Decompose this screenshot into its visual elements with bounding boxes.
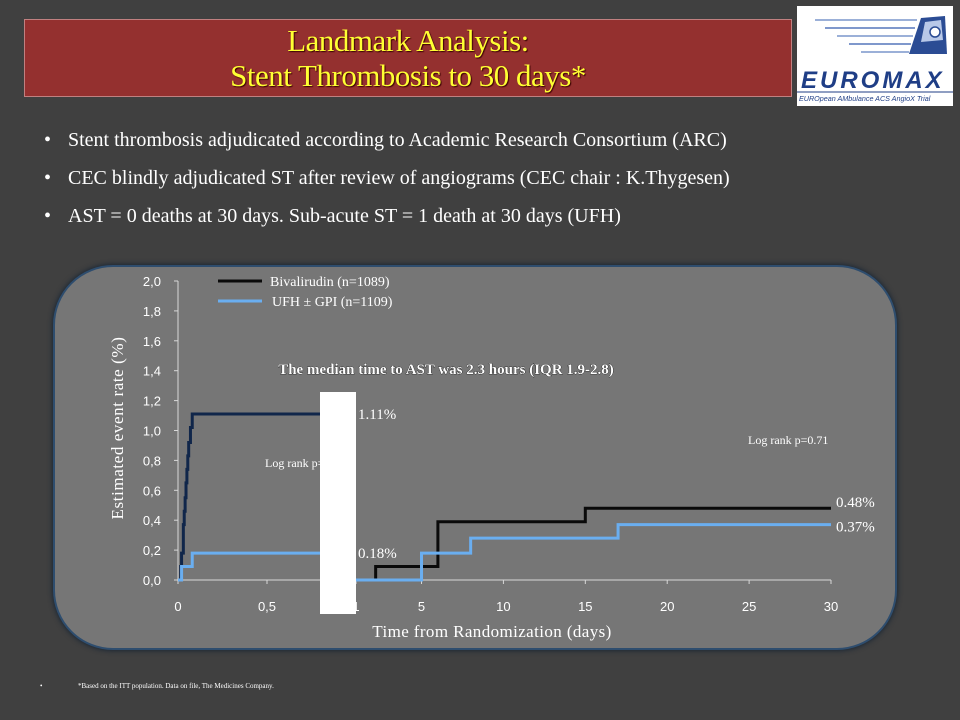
x-tick-labels: 00,5151015202530 [174, 599, 838, 614]
x-axis-label: Time from Randomization (days) [372, 622, 611, 641]
footnote: • *Based on the ITT population. Data on f… [40, 682, 274, 690]
x-tick-label: 15 [578, 599, 592, 614]
series-landmark-label: 0.18% [358, 546, 397, 562]
series-line-early [178, 551, 356, 582]
ambulance-streaks-icon [815, 19, 917, 53]
slide-title-line2: Stent Thrombosis to 30 days* [230, 58, 586, 93]
series-lines [178, 412, 831, 582]
y-tick-label: 0,0 [143, 573, 161, 588]
legend-label-ufh: UFH ± GPI (n=1109) [272, 295, 393, 310]
x-tick-label: 0 [174, 599, 181, 614]
x-tick-label: 25 [742, 599, 756, 614]
chart-panel [53, 265, 897, 650]
bullet-list: Stent thrombosis adjudicated according t… [44, 121, 924, 235]
median-annotation: The median time to AST was 2.3 hours (IQ… [278, 362, 614, 378]
euromax-logo: EUROMAX EUROpean AMbulance ACS AngioX Tr… [797, 6, 953, 106]
y-tick-label: 2,0 [143, 274, 161, 289]
landmark-divider [320, 392, 356, 614]
series-line-late [356, 523, 831, 582]
series-landmark-label: 1.11% [358, 407, 396, 423]
legend: Bivalirudin (n=1089) UFH ± GPI (n=1109) [218, 275, 393, 310]
y-tick-label: 1,0 [143, 424, 161, 439]
ambulance-icon [909, 16, 947, 54]
slide-title-line1: Landmark Analysis: [287, 23, 529, 58]
series-final-label: 0.37% [836, 520, 875, 536]
footnote-bullet-icon: • [40, 682, 43, 690]
y-tick-labels: 0,0 0,2 0,4 0,6 0,8 1,0 1,2 1,4 1,6 1,8 2,0 [143, 274, 161, 588]
logo-tagline: EUROpean AMbulance ACS AngioX Trial [799, 94, 931, 103]
y-tick-label: 0,2 [143, 543, 161, 558]
y-tick-label: 0,8 [143, 453, 161, 468]
series-end-labels: 1.11% 0.48% 0.18% 0.37% [358, 407, 875, 562]
y-tick-label: 1,2 [143, 394, 161, 409]
chart-axes [174, 280, 832, 584]
title-bar: Landmark Analysis: Stent Thrombosis to 3… [24, 19, 792, 97]
x-tick-label: 0,5 [258, 599, 276, 614]
bullet-item: CEC blindly adjudicated ST after review … [44, 159, 924, 197]
bullet-item: AST = 0 deaths at 30 days. Sub-acute ST … [44, 197, 924, 235]
y-tick-label: 0,4 [143, 513, 161, 528]
euromax-logo-graphic: EUROMAX EUROpean AMbulance ACS AngioX Tr… [797, 16, 953, 103]
y-tick-label: 1,8 [143, 304, 161, 319]
y-tick-label: 1,6 [143, 334, 161, 349]
x-tick-label: 5 [418, 599, 425, 614]
legend-label-bivalirudin: Bivalirudin (n=1089) [270, 275, 390, 290]
series-final-label: 0.48% [836, 495, 875, 511]
y-tick-label: 0,6 [143, 483, 161, 498]
x-tick-label: 30 [824, 599, 838, 614]
y-axis-label: Estimated event rate (%) [108, 337, 127, 520]
x-tick-label: 20 [660, 599, 674, 614]
footnote-text: *Based on the ITT population. Data on fi… [78, 682, 274, 690]
log-rank-right: Log rank p=0.71 [748, 433, 828, 447]
series-line-early [178, 412, 356, 582]
bullet-item: Stent thrombosis adjudicated according t… [44, 121, 924, 159]
x-tick-label: 10 [496, 599, 510, 614]
y-tick-label: 1,4 [143, 364, 161, 379]
series-line-late [356, 506, 831, 582]
logo-wordmark: EUROMAX [801, 67, 945, 94]
